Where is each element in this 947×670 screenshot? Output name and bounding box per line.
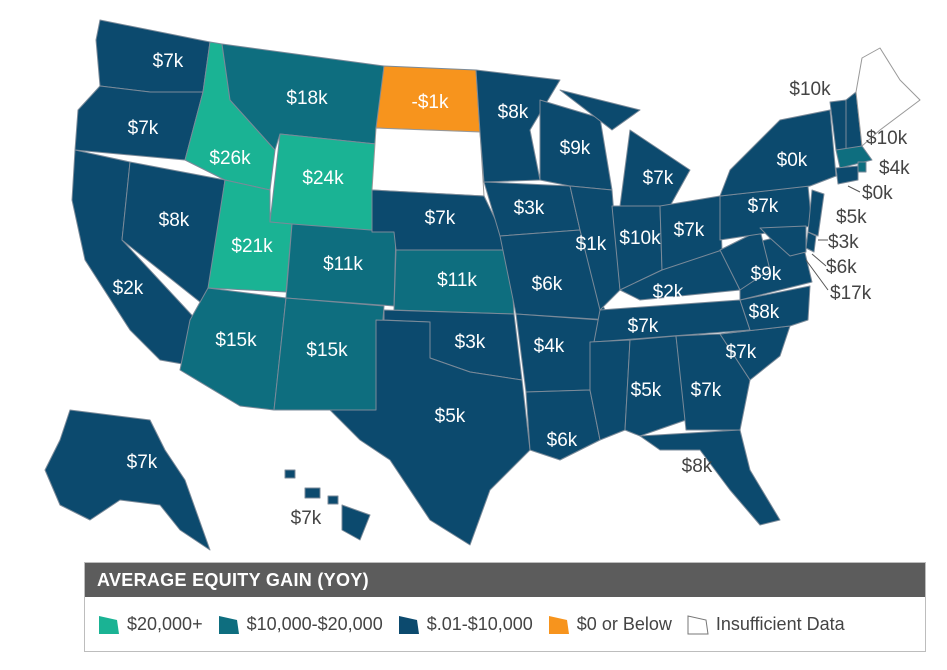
- legend-title: AVERAGE EQUITY GAIN (YOY): [85, 563, 925, 597]
- label-nc: $8k: [749, 302, 780, 323]
- label-co: $11k: [323, 254, 363, 275]
- label-ri: $4k: [879, 158, 910, 179]
- legend-item-high: $20,000+: [97, 612, 203, 636]
- state-il[interactable]: [569, 185, 621, 311]
- state-al[interactable]: [624, 335, 687, 437]
- state-wv[interactable]: [719, 229, 771, 291]
- state-ct[interactable]: [835, 165, 859, 185]
- label-ky: $2k: [653, 282, 684, 303]
- label-ia: $3k: [514, 198, 545, 219]
- label-pa: $7k: [748, 196, 779, 217]
- label-nv: $8k: [159, 210, 190, 231]
- legend-label-high: $20,000+: [127, 613, 203, 634]
- label-nj: $5k: [836, 207, 867, 228]
- label-ut: $21k: [231, 236, 273, 257]
- label-ok: $3k: [455, 332, 486, 353]
- label-md: $6k: [826, 257, 857, 278]
- legend-item-none: Insufficient Data: [686, 612, 845, 636]
- swatch-negative-icon: [548, 616, 569, 634]
- legend-items: $20,000+ $10,000-$20,000 $.01-$10,000 $0…: [85, 597, 925, 651]
- state-ga[interactable]: [675, 333, 751, 431]
- state-fl[interactable]: [639, 429, 781, 526]
- legend-label-mid: $10,000-$20,000: [246, 613, 383, 634]
- legend-label-none: Insufficient Data: [715, 613, 845, 634]
- label-vt: $10k: [789, 79, 831, 100]
- state-hi[interactable]: [284, 469, 371, 541]
- state-ny[interactable]: [719, 109, 837, 197]
- label-il: $1k: [576, 234, 607, 255]
- label-fl: $8k: [682, 456, 713, 477]
- legend-item-mid: $10,000-$20,000: [217, 612, 383, 636]
- label-in: $10k: [619, 228, 661, 249]
- label-ar: $4k: [534, 336, 565, 357]
- label-mt: $18k: [286, 88, 328, 109]
- label-ca: $2k: [113, 278, 144, 299]
- state-tx[interactable]: [329, 319, 531, 546]
- label-sc: $7k: [726, 342, 757, 363]
- state-sd[interactable]: [371, 127, 485, 197]
- label-mn: $8k: [498, 102, 529, 123]
- state-ma[interactable]: [835, 145, 873, 169]
- state-ri[interactable]: [857, 161, 867, 173]
- label-mi: $7k: [643, 168, 674, 189]
- state-ak[interactable]: [44, 409, 211, 551]
- swatch-low-icon: [398, 616, 419, 634]
- label-oh: $7k: [674, 220, 705, 241]
- label-dc: $17k: [830, 283, 872, 304]
- state-la[interactable]: [525, 389, 601, 461]
- legend-item-low: $.01-$10,000: [397, 612, 533, 636]
- label-al: $5k: [631, 380, 662, 401]
- state-de[interactable]: [805, 231, 817, 253]
- label-az: $15k: [215, 330, 257, 351]
- label-de: $3k: [828, 232, 859, 253]
- swatch-mid-icon: [218, 616, 239, 634]
- label-wi: $9k: [560, 138, 591, 159]
- label-ma: $10k: [866, 128, 908, 149]
- label-nd: -$1k: [412, 92, 449, 113]
- label-wy: $24k: [302, 168, 344, 189]
- label-tx: $5k: [435, 406, 466, 427]
- label-wa: $7k: [153, 51, 184, 72]
- state-me[interactable]: [855, 47, 921, 147]
- state-md[interactable]: [759, 225, 807, 257]
- label-tn: $7k: [628, 316, 659, 337]
- label-nm: $15k: [306, 340, 348, 361]
- swatch-high-icon: [99, 616, 119, 634]
- label-or: $7k: [128, 118, 159, 139]
- label-ak: $7k: [127, 452, 158, 473]
- label-hi: $7k: [291, 508, 322, 529]
- us-map: $7k $7k $2k $8k $26k $18k $24k $21k $11k…: [44, 19, 921, 551]
- label-ks: $11k: [437, 270, 477, 291]
- label-va: $9k: [751, 264, 782, 285]
- label-mo: $6k: [532, 274, 563, 295]
- label-ny: $0k: [777, 150, 808, 171]
- legend-label-negative: $0 or Below: [576, 613, 672, 634]
- label-ne: $7k: [425, 208, 456, 229]
- label-id: $26k: [209, 148, 251, 169]
- label-ga: $7k: [691, 380, 722, 401]
- state-nj[interactable]: [807, 189, 825, 237]
- state-nc[interactable]: [719, 285, 811, 335]
- legend-label-low: $.01-$10,000: [426, 613, 533, 634]
- state-ms[interactable]: [589, 339, 631, 441]
- label-ct: $0k: [862, 183, 893, 204]
- legend: AVERAGE EQUITY GAIN (YOY) $20,000+ $10,0…: [84, 562, 926, 652]
- legend-item-negative: $0 or Below: [547, 612, 672, 636]
- label-la: $6k: [547, 430, 578, 451]
- swatch-none-icon: [687, 615, 709, 635]
